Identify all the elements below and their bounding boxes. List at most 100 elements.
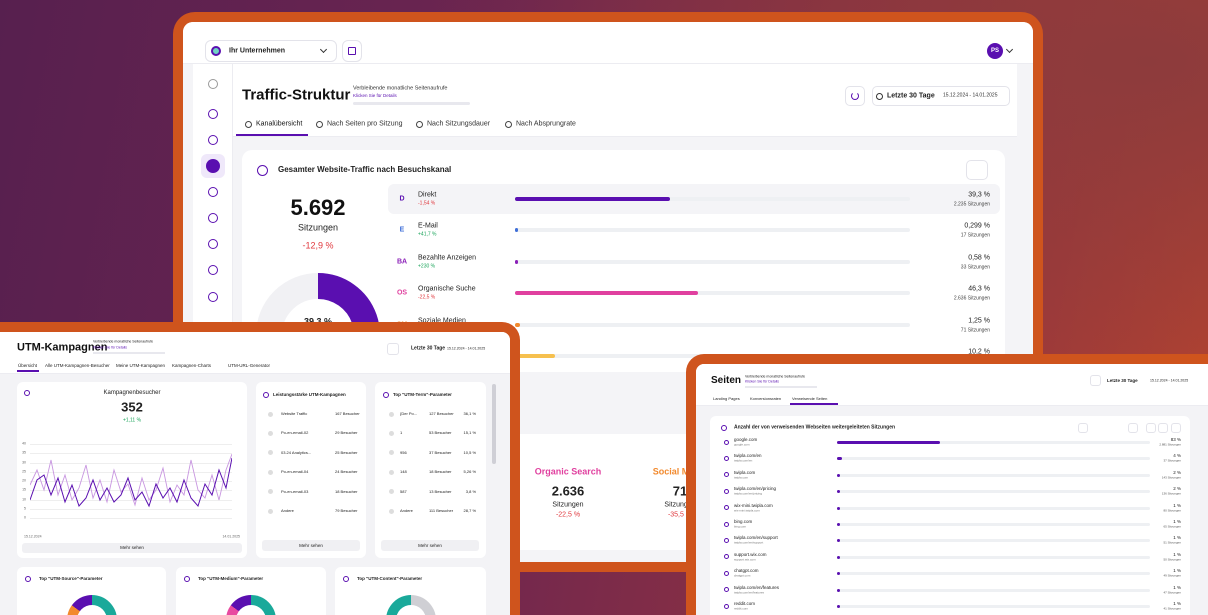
- y-tick-label: 0: [24, 515, 26, 520]
- bar-track: [515, 197, 910, 201]
- control[interactable]: [1158, 423, 1168, 433]
- control[interactable]: [1128, 423, 1138, 433]
- campaign-name: Po-en-email-02: [281, 430, 309, 436]
- tab[interactable]: Landing Pages: [713, 396, 740, 401]
- referrer-share: 1 %: [1173, 551, 1181, 557]
- bar-track: [837, 523, 1150, 526]
- tab-underline: [236, 134, 308, 136]
- channel-sessions: 2.636 Sitzungen: [953, 295, 990, 302]
- filter-button[interactable]: [966, 160, 988, 180]
- row-icon: [267, 469, 273, 475]
- campaign-name: Andere: [281, 508, 294, 513]
- referrer-sessions: 41 Sitzungen: [1163, 606, 1181, 611]
- quota-hint[interactable]: Klicken Sie für Details: [745, 379, 780, 384]
- quota-hint[interactable]: Klicken Sie für Details: [353, 92, 397, 98]
- referrer-sessions: 65 Sitzungen: [1163, 524, 1181, 529]
- nav-icon[interactable]: [208, 187, 218, 197]
- control[interactable]: [1078, 423, 1088, 433]
- nav-icon[interactable]: [208, 135, 218, 145]
- more-button[interactable]: [381, 540, 479, 551]
- page-title: Traffic-Struktur: [242, 86, 351, 104]
- nav-icon[interactable]: [208, 79, 218, 89]
- tab[interactable]: Nach Absprungrate: [516, 120, 576, 128]
- more-button[interactable]: [262, 540, 360, 551]
- channel-badge: E: [399, 226, 405, 234]
- y-tick-label: 5: [24, 506, 26, 510]
- nav-icon[interactable]: [208, 239, 218, 249]
- row-icon: [723, 455, 729, 461]
- refresh-button[interactable]: [387, 343, 399, 355]
- tab[interactable]: Nach Seiten pro Sitzung: [327, 120, 403, 128]
- x-end: 14.01.2025: [222, 534, 240, 539]
- nav-icon[interactable]: [208, 265, 218, 275]
- referrer-share: 1 %: [1173, 567, 1181, 573]
- term-name: 1: [400, 430, 403, 436]
- tab[interactable]: UTM-URL-Generator: [228, 362, 271, 368]
- bar: [837, 555, 840, 559]
- page-title: UTM-Kampagnen: [17, 341, 108, 354]
- tab[interactable]: Alle UTM-Kampagnen-Besucher: [45, 362, 110, 368]
- referrer-card: [710, 416, 1190, 615]
- tab[interactable]: Nach Sitzungsdauer: [427, 120, 491, 128]
- company-select[interactable]: [205, 40, 337, 62]
- row-icon: [723, 488, 729, 494]
- channel-share: 10,2 %: [968, 348, 990, 356]
- campaign-visitors: 167 Besucher: [335, 411, 360, 416]
- nav-icon[interactable]: [208, 109, 218, 119]
- row-icon: [388, 411, 394, 417]
- clock-icon: [875, 92, 883, 100]
- referrer-sub: wix-mini.twipla.com: [734, 508, 760, 513]
- tab[interactable]: Übersicht: [18, 362, 38, 368]
- tab[interactable]: Verweisende Seiten: [792, 396, 828, 401]
- y-tick-label: 20: [22, 478, 26, 483]
- more-button[interactable]: [22, 543, 242, 553]
- campaign-visitors: 18 Besucher: [335, 488, 358, 494]
- referrer-sessions: 50 Sitzungen: [1163, 557, 1181, 562]
- channel-change: +41,7 %: [418, 231, 437, 238]
- grid-line: [30, 444, 232, 445]
- y-tick-label: 15: [22, 487, 26, 492]
- tab[interactable]: Meine UTM-Kampagnen: [116, 362, 166, 368]
- tab[interactable]: Kampagnen-Charts: [172, 362, 212, 368]
- y-tick-label: 10: [22, 496, 26, 501]
- more-label[interactable]: Mehr sehen: [418, 542, 442, 548]
- date-button[interactable]: [872, 86, 1010, 106]
- term-share: 3,8 %: [465, 488, 476, 494]
- referrer-domain: twipla.com/en/support: [734, 535, 778, 541]
- channel-change: -22,5 %: [418, 294, 436, 301]
- more-label[interactable]: Mehr sehen: [299, 542, 323, 548]
- grid-line: [30, 499, 232, 500]
- term-name: 587: [400, 488, 407, 494]
- more-label[interactable]: Mehr sehen: [120, 544, 144, 550]
- row-icon: [267, 411, 273, 417]
- tab[interactable]: Kanalübersicht: [256, 120, 303, 128]
- total-sessions: 5.692: [290, 195, 346, 220]
- row-icon: [267, 430, 273, 436]
- referrer-sub: twipla.com/en/features: [734, 590, 765, 595]
- line-chart: [30, 453, 232, 508]
- row-icon: [723, 537, 729, 543]
- term-visitors: 53 Besucher: [429, 430, 452, 436]
- bar: [515, 322, 520, 327]
- donut-hole: [395, 605, 426, 615]
- nav-icon-active[interactable]: [206, 159, 220, 173]
- term-visitors: 111 Besucher: [429, 508, 454, 513]
- nav-icon[interactable]: [208, 292, 218, 302]
- bar: [837, 506, 840, 510]
- control[interactable]: [1146, 423, 1156, 433]
- referrer-sub: twipla.com/en: [734, 458, 753, 463]
- nav-icon[interactable]: [208, 213, 218, 223]
- avatar[interactable]: [987, 43, 1003, 59]
- tab[interactable]: Konversionsraten: [750, 396, 782, 401]
- bar: [515, 259, 518, 264]
- external-button[interactable]: [342, 40, 362, 62]
- channel-badge: D: [399, 195, 405, 203]
- referrer-domain: chatgpt.com: [734, 567, 759, 573]
- y-tick-label: 35: [22, 450, 26, 455]
- term-visitors: 18 Besucher: [429, 469, 452, 475]
- quota-hint[interactable]: Klicken Sie für Details: [93, 345, 128, 350]
- control[interactable]: [1171, 423, 1181, 433]
- bar: [837, 588, 840, 592]
- card-icon: [184, 576, 190, 582]
- refresh-button[interactable]: [1090, 375, 1101, 386]
